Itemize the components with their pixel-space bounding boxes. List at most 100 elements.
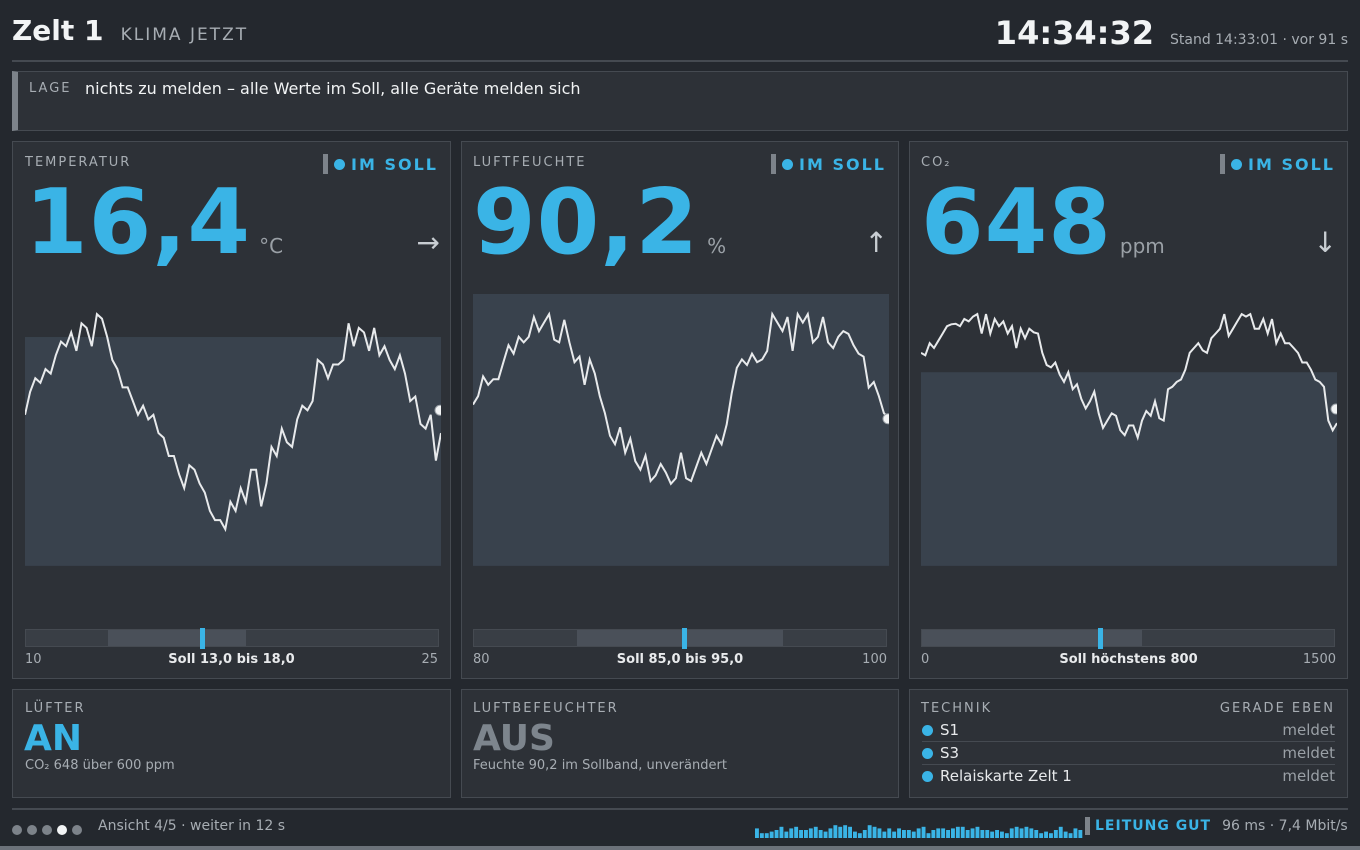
range-min: 0 [921, 652, 930, 667]
metric-card-humidity: LUFTFEUCHTE IM SOLL 90,2% ↑ 80 Soll 85,0… [461, 141, 899, 679]
link-history-bar [951, 828, 955, 838]
status-dot-icon [922, 724, 933, 736]
link-history-bar [1044, 831, 1048, 838]
link-history-bar [799, 830, 803, 838]
device-card-fan: LÜFTER AN CO₂ 648 über 600 ppm [12, 689, 451, 798]
link-history-bar [921, 826, 926, 838]
link-history-bar [828, 828, 833, 838]
series-line [921, 312, 1337, 441]
metric-unit: ppm [1119, 234, 1165, 258]
range-soll: Soll 13,0 bis 18,0 [168, 652, 295, 667]
device-name: S1 [940, 721, 960, 739]
range-bar [921, 628, 1335, 649]
link-history-bar [764, 833, 769, 838]
link-history-bar [872, 826, 877, 838]
link-history-bar [804, 830, 808, 838]
lage-banner: LAGE nichts zu melden – alle Werte im So… [12, 71, 1348, 131]
soll-band [473, 294, 889, 566]
data-timestamp: Stand 14:33:01 · vor 91 s [1169, 32, 1348, 48]
status-dot-icon [922, 747, 933, 759]
list-item: S3 meldet [922, 742, 1335, 765]
metric-sparkline [473, 294, 889, 566]
link-history-bar [887, 828, 892, 838]
page-dot[interactable] [42, 825, 52, 835]
metric-label: CO₂ [921, 155, 952, 170]
header: Zelt 1 KLIMA JETZT 14:34:32 Stand 14:33:… [12, 14, 1348, 54]
link-history-bar [1053, 830, 1058, 838]
page-dot[interactable] [72, 825, 82, 835]
link-history-bar [970, 828, 975, 838]
link-history-bar [1029, 828, 1034, 838]
link-history-bar [926, 833, 931, 838]
link-history-bar [911, 831, 916, 838]
current-point [882, 413, 889, 425]
link-history-bar [848, 826, 852, 838]
status-dot-icon [922, 770, 933, 782]
lage-text: nichts zu melden – alle Werte im Soll, a… [85, 79, 581, 98]
link-history-bar [960, 826, 965, 838]
device-state: AN [24, 718, 82, 759]
link-history-bar [965, 830, 970, 838]
page-subtitle: KLIMA JETZT [120, 25, 249, 45]
range-band [922, 630, 1142, 646]
link-history-bar [980, 830, 985, 838]
metric-label: LUFTFEUCHTE [473, 155, 587, 170]
range-max: 25 [421, 652, 438, 667]
link-history-bar [779, 826, 784, 838]
link-history-bar [931, 830, 936, 838]
lage-label: LAGE [29, 81, 72, 96]
series-line [25, 312, 441, 533]
link-history-bar [906, 830, 911, 838]
trend-arrow-icon: ↓ [1313, 226, 1337, 259]
link-history-bar [1034, 830, 1039, 838]
page-dot[interactable] [27, 825, 37, 835]
page-dot[interactable] [57, 825, 67, 835]
status-bar-icon [1220, 154, 1226, 174]
link-history-bar [1014, 826, 1019, 838]
link-history-bar [916, 828, 921, 838]
page-title: Zelt 1 [12, 14, 104, 47]
link-history-bar [867, 825, 872, 838]
device-name: S3 [940, 744, 960, 762]
link-history-bar [1009, 828, 1014, 838]
link-history-bar [995, 830, 999, 838]
range-bar [473, 628, 887, 649]
device-note: Feuchte 90,2 im Sollband, unverändert [473, 758, 727, 773]
range-bar [25, 628, 439, 649]
link-history-bars [755, 825, 1083, 838]
link-history-bar [838, 826, 843, 838]
link-history-bar [941, 828, 946, 838]
range-min: 80 [473, 652, 490, 667]
metric-value: 648 ppm [921, 170, 1165, 275]
link-history-bar [857, 833, 862, 838]
link-history-bar [1019, 828, 1024, 838]
footer-divider [12, 808, 1348, 810]
status-badge: IM SOLL [1220, 154, 1335, 174]
link-history-bar [902, 830, 906, 838]
device-label: LUFTBEFEUCHTER [473, 701, 619, 716]
status-badge: IM SOLL [771, 154, 886, 174]
link-history-bar [985, 830, 990, 838]
link-history-bar [789, 828, 794, 838]
page-dot[interactable] [12, 825, 22, 835]
link-history-bar [823, 831, 828, 838]
status-dot-icon [782, 158, 794, 170]
technik-label: TECHNIK [921, 701, 993, 716]
page-indicator [12, 825, 82, 835]
current-point [1330, 403, 1337, 415]
status-bar-icon [771, 154, 777, 174]
bottom-progress [0, 846, 1360, 850]
current-point [434, 404, 441, 416]
status-dot-icon [1231, 158, 1243, 170]
range-marker [1097, 628, 1103, 649]
device-status: meldet [1282, 767, 1335, 785]
link-history-bar [955, 826, 960, 838]
metric-sparkline [25, 312, 441, 566]
soll-band [25, 337, 441, 566]
device-label: LÜFTER [25, 701, 86, 716]
soll-band [921, 372, 1337, 566]
link-history-bar [774, 830, 779, 838]
metric-card-temperature: TEMPERATUR IM SOLL 16,4 °C → 10 Soll 13,0… [12, 141, 451, 679]
technik-status: GERADE EBEN [1219, 701, 1335, 716]
metric-sparkline [921, 312, 1337, 566]
